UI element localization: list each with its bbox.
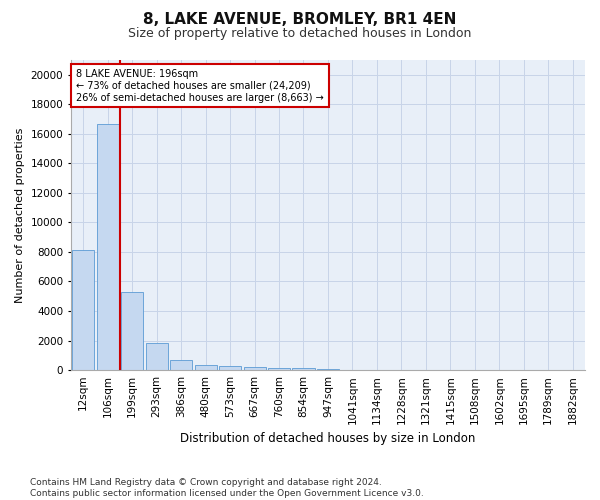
Bar: [194, 365, 217, 370]
Bar: [146, 342, 167, 370]
Y-axis label: Number of detached properties: Number of detached properties: [15, 128, 25, 302]
Bar: [170, 360, 192, 370]
Bar: [72, 250, 94, 370]
Text: 8 LAKE AVENUE: 196sqm
← 73% of detached houses are smaller (24,209)
26% of semi-: 8 LAKE AVENUE: 196sqm ← 73% of detached …: [76, 70, 324, 102]
Bar: [121, 292, 143, 370]
Text: 8, LAKE AVENUE, BROMLEY, BR1 4EN: 8, LAKE AVENUE, BROMLEY, BR1 4EN: [143, 12, 457, 28]
Bar: [219, 366, 241, 370]
Bar: [97, 124, 119, 370]
Bar: [244, 367, 266, 370]
Bar: [268, 368, 290, 370]
Bar: [317, 369, 339, 370]
Text: Size of property relative to detached houses in London: Size of property relative to detached ho…: [128, 28, 472, 40]
Text: Contains HM Land Registry data © Crown copyright and database right 2024.
Contai: Contains HM Land Registry data © Crown c…: [30, 478, 424, 498]
X-axis label: Distribution of detached houses by size in London: Distribution of detached houses by size …: [180, 432, 476, 445]
Bar: [292, 368, 314, 370]
